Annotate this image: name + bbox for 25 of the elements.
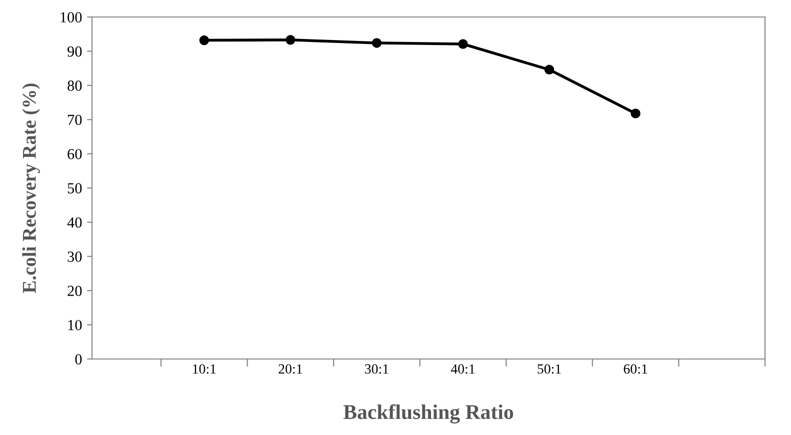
y-tick-label: 90 — [67, 46, 82, 57]
point — [372, 38, 382, 48]
y-tick-label: 70 — [68, 114, 82, 126]
point — [286, 35, 296, 45]
point — [458, 39, 468, 49]
x-tick-label: 60:1 — [624, 364, 648, 374]
y-tick-label: 20 — [68, 286, 82, 296]
x-axis-title: Backflushing Ratio — [343, 404, 514, 424]
y-tick-label: 50 — [68, 183, 82, 194]
y-tick-label: 30 — [68, 252, 82, 262]
y-tick-label: 60 — [68, 148, 82, 160]
y-tick-label: 10 — [68, 320, 82, 330]
x-tick-label: 40:1 — [450, 364, 475, 374]
x-tick-label: 10:1 — [193, 364, 216, 374]
y-tick-label: 80 — [68, 80, 82, 91]
y-axis-title: E.coli Recovery Rate (%) — [22, 84, 40, 293]
point — [199, 35, 210, 46]
y-tick-label: 40 — [67, 217, 82, 228]
point — [630, 108, 640, 118]
x-tick-label: 30:1 — [365, 364, 388, 374]
y-tick-label: 0 — [75, 354, 82, 364]
y-tick-label: 100 — [60, 12, 82, 22]
point — [544, 64, 554, 75]
x-tick-label: 50:1 — [538, 364, 561, 374]
x-tick-label: 20:1 — [278, 364, 302, 374]
